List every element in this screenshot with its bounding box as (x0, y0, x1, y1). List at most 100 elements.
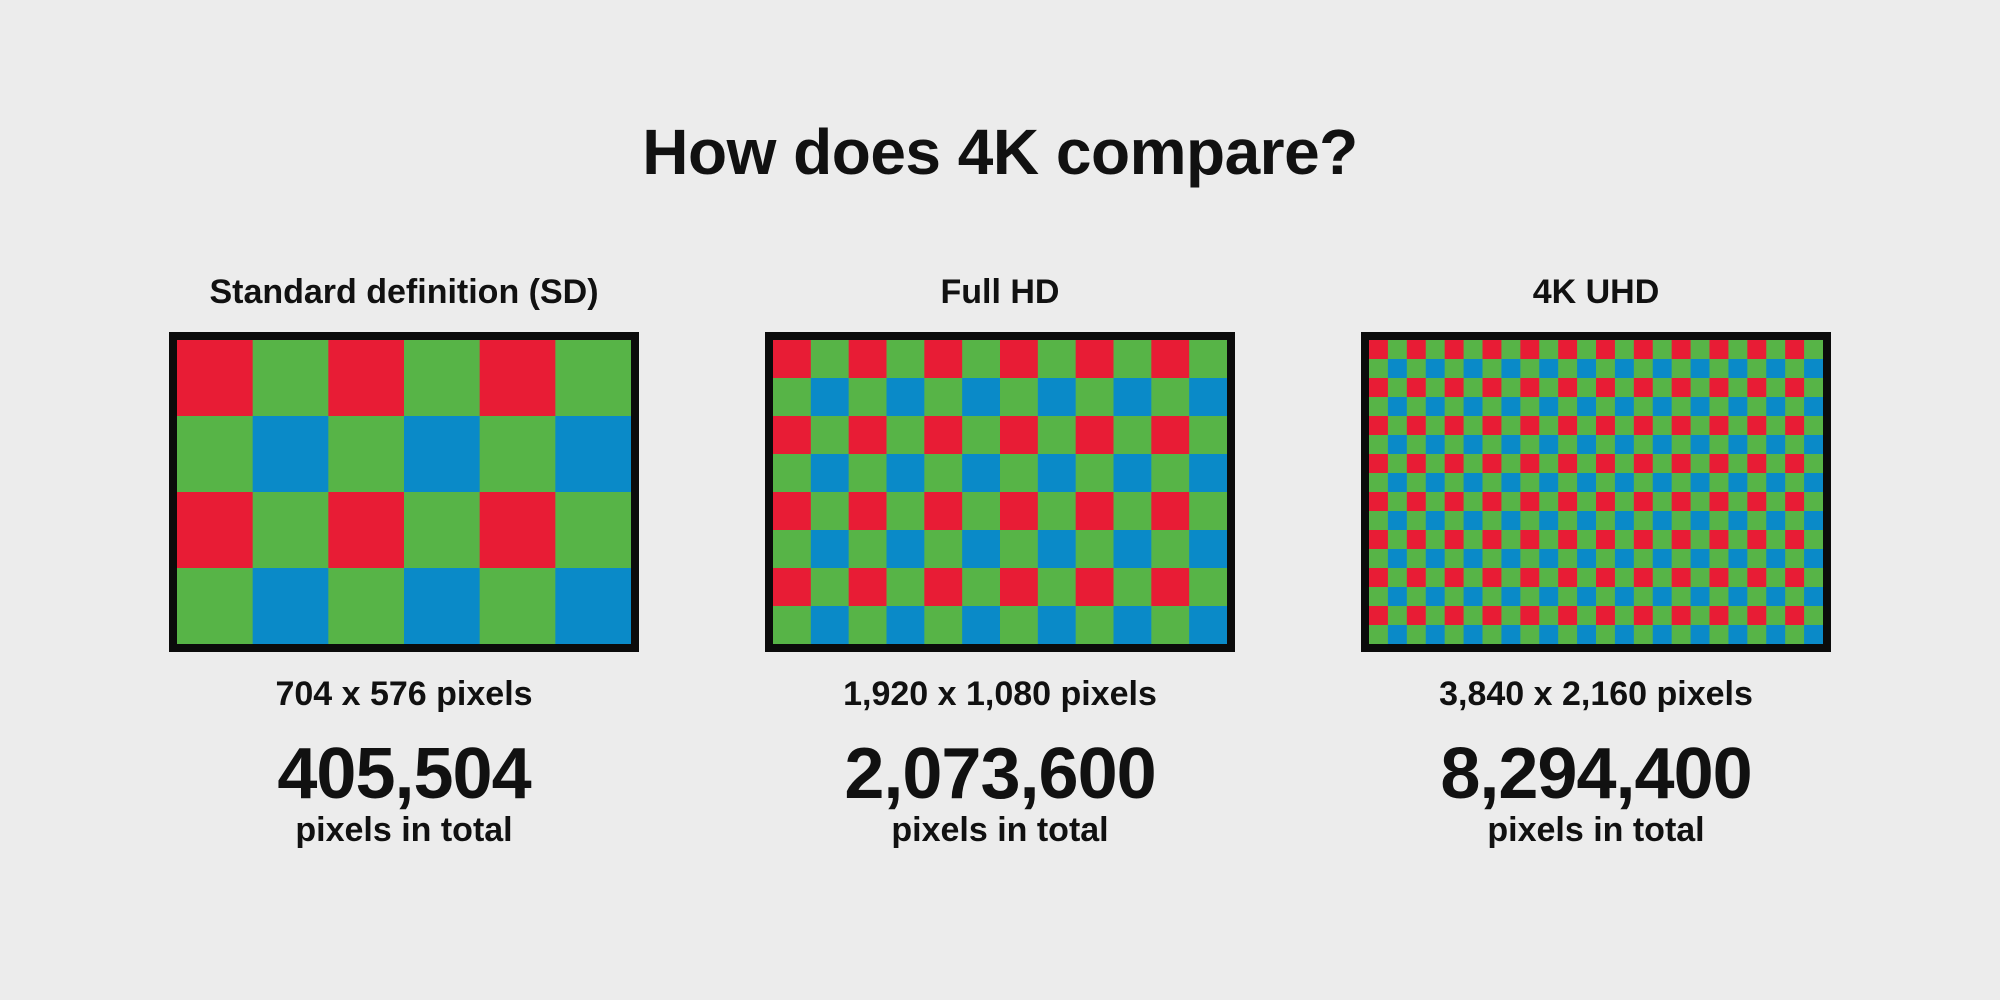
green-pixel (1785, 511, 1805, 531)
blue-pixel (1614, 435, 1635, 455)
blue-pixel (1766, 625, 1786, 644)
green-pixel (1444, 587, 1464, 607)
green-pixel (1690, 530, 1710, 550)
green-pixel (1577, 606, 1597, 626)
green-pixel (1463, 492, 1483, 512)
red-pixel (1785, 454, 1805, 474)
green-pixel (1444, 435, 1464, 455)
green-pixel (1690, 416, 1710, 436)
red-pixel (1482, 492, 1502, 512)
red-pixel (1444, 530, 1464, 550)
green-pixel (1482, 625, 1502, 644)
red-pixel (1075, 416, 1114, 455)
blue-pixel (1463, 511, 1483, 531)
blue-pixel (1387, 359, 1408, 379)
blue-pixel (1113, 454, 1152, 493)
green-pixel (1539, 378, 1559, 398)
green-pixel (1709, 397, 1729, 417)
green-pixel (1406, 397, 1427, 417)
red-pixel (848, 568, 887, 607)
blue-pixel (1728, 587, 1748, 607)
red-pixel (1482, 378, 1502, 398)
green-pixel (773, 606, 812, 644)
blue-pixel (886, 530, 925, 569)
red-pixel (1444, 416, 1464, 436)
green-pixel (1596, 549, 1616, 569)
blue-pixel (1804, 397, 1823, 417)
red-pixel (848, 492, 887, 531)
green-pixel (1387, 416, 1408, 436)
green-pixel (1151, 454, 1190, 493)
green-pixel (1652, 492, 1673, 512)
green-pixel (1444, 625, 1464, 644)
blue-pixel (1539, 511, 1559, 531)
red-pixel (1482, 568, 1502, 588)
panel-4k-uhd: 4K UHD 3,840 x 2,160 pixels 8,294,400 pi… (1316, 270, 1876, 852)
green-pixel (1596, 397, 1616, 417)
green-pixel (1189, 340, 1227, 379)
green-pixel (1369, 625, 1389, 644)
green-pixel (1501, 492, 1521, 512)
red-pixel (1151, 568, 1190, 607)
blue-pixel (1766, 397, 1786, 417)
green-pixel (1652, 340, 1673, 360)
green-pixel (1558, 511, 1578, 531)
blue-pixel (1614, 359, 1635, 379)
red-pixel (1709, 492, 1729, 512)
red-pixel (1520, 454, 1540, 474)
green-pixel (328, 568, 405, 644)
green-pixel (1558, 435, 1578, 455)
green-pixel (479, 568, 556, 644)
green-pixel (1766, 454, 1786, 474)
blue-pixel (1577, 625, 1597, 644)
red-pixel (1520, 530, 1540, 550)
red-pixel (1558, 568, 1578, 588)
pixel-screen (765, 332, 1235, 652)
blue-pixel (886, 378, 925, 417)
green-pixel (1558, 397, 1578, 417)
green-pixel (1501, 530, 1521, 550)
green-pixel (924, 454, 963, 493)
blue-pixel (1766, 473, 1786, 493)
total-pixels: 405,504 (277, 734, 531, 814)
red-pixel (1633, 606, 1654, 626)
red-pixel (1709, 340, 1729, 360)
red-pixel (479, 492, 556, 569)
green-pixel (252, 492, 329, 569)
red-pixel (1596, 568, 1616, 588)
green-pixel (1671, 435, 1691, 455)
green-pixel (1000, 530, 1039, 569)
green-pixel (773, 454, 812, 493)
red-pixel (1444, 568, 1464, 588)
blue-pixel (1804, 359, 1823, 379)
red-pixel (1671, 340, 1691, 360)
blue-pixel (1652, 397, 1673, 417)
green-pixel (1369, 435, 1389, 455)
green-pixel (848, 378, 887, 417)
green-pixel (1075, 454, 1114, 493)
panel-title: Standard definition (SD) (209, 273, 599, 311)
blue-pixel (1387, 625, 1408, 644)
blue-pixel (1804, 587, 1823, 607)
page-title: How does 4K compare? (642, 116, 1358, 188)
red-pixel (1671, 530, 1691, 550)
blue-pixel (1387, 511, 1408, 531)
green-pixel (1709, 625, 1729, 644)
green-pixel (1766, 492, 1786, 512)
green-pixel (1690, 606, 1710, 626)
green-pixel (1652, 378, 1673, 398)
green-pixel (1075, 378, 1114, 417)
green-pixel (1189, 416, 1227, 455)
green-pixel (1501, 454, 1521, 474)
red-pixel (1558, 340, 1578, 360)
blue-pixel (1652, 587, 1673, 607)
green-pixel (1671, 587, 1691, 607)
green-pixel (1539, 454, 1559, 474)
red-pixel (1406, 416, 1427, 436)
red-pixel (1633, 454, 1654, 474)
pixel-grid-illustration (773, 340, 1227, 644)
blue-pixel (810, 454, 850, 493)
blue-pixel (1539, 435, 1559, 455)
red-pixel (1369, 606, 1389, 626)
green-pixel (1539, 606, 1559, 626)
